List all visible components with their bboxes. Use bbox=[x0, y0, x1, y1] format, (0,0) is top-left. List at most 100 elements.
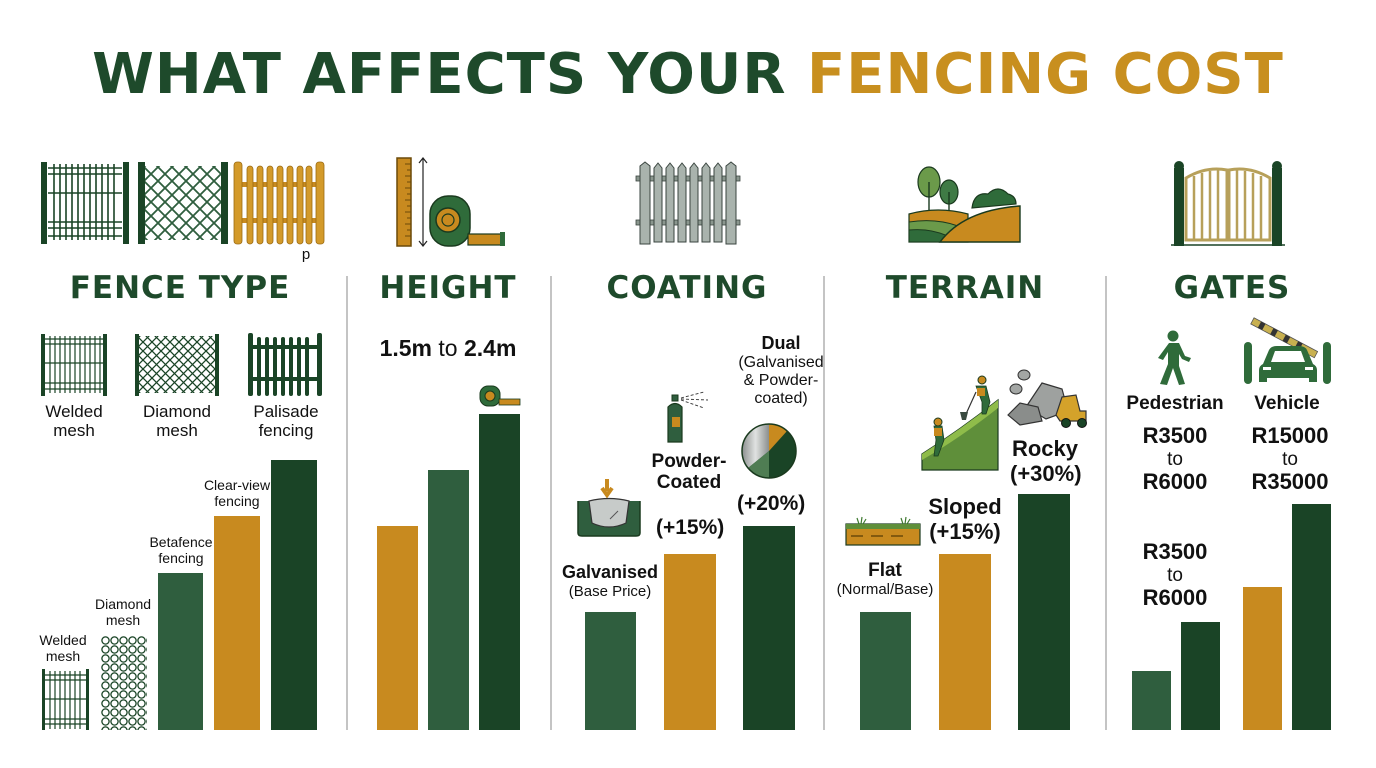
coating-note: (Galvanised bbox=[738, 353, 824, 371]
range-word: to bbox=[1167, 448, 1183, 470]
price-to: R6000 bbox=[1142, 468, 1208, 494]
diamond-mesh-fence-icon bbox=[138, 162, 228, 244]
title-part-green: WHAT AFFECTS YOUR bbox=[92, 42, 807, 107]
page-title: WHAT AFFECTS YOUR FENCING COST bbox=[0, 40, 1376, 110]
price-to: R6000 bbox=[1142, 584, 1208, 610]
welded-mesh-bar bbox=[42, 669, 89, 730]
terrain-note: (+15%) bbox=[929, 518, 1001, 544]
label-line: Welded bbox=[39, 632, 87, 648]
price-from: R3500 bbox=[1142, 539, 1208, 564]
section-divider bbox=[550, 276, 552, 730]
price-from: R3500 bbox=[1142, 423, 1208, 448]
gates-bar-vehicle-high bbox=[1292, 504, 1331, 730]
terrain-name: Sloped bbox=[928, 494, 1002, 519]
pct-powder: (+15%) bbox=[656, 516, 725, 539]
label-dual: Dual (Galvanised & Powder- coated) bbox=[734, 333, 828, 408]
coating-name: Powder- bbox=[651, 451, 727, 472]
coating-note: coated) bbox=[754, 389, 808, 407]
dual-coating-pie-icon bbox=[741, 423, 797, 479]
height-max: 2.4m bbox=[463, 335, 517, 361]
height-min: 1.5m bbox=[379, 335, 433, 361]
label-pedestrian: Pedestrian bbox=[1126, 393, 1224, 414]
label-line: mesh bbox=[53, 421, 95, 441]
pedestrian-icon bbox=[1158, 330, 1191, 385]
slope-workers-icon bbox=[921, 375, 999, 471]
label-line: mesh bbox=[105, 611, 141, 628]
bar-label-clearview: Clear-view fencing bbox=[200, 477, 274, 509]
height-bar-1-5m bbox=[377, 526, 418, 730]
label-line: mesh bbox=[156, 421, 198, 441]
price-to: R35000 bbox=[1251, 468, 1329, 494]
section-divider bbox=[1105, 276, 1107, 730]
coating-name: Coated bbox=[656, 472, 722, 494]
bar-label-betafence: Betafence fencing bbox=[145, 534, 217, 566]
bar-price-range: R3500 to R6000 bbox=[1125, 539, 1225, 611]
terrain-note: (Normal/Base) bbox=[836, 581, 934, 599]
height-bar-2-4m bbox=[479, 414, 520, 730]
label-line: Diamond bbox=[94, 596, 152, 612]
clearview-bar bbox=[214, 516, 260, 730]
icon-caption: p bbox=[301, 246, 311, 263]
coating-bar-dual bbox=[743, 526, 795, 730]
galvanising-bath-icon bbox=[577, 479, 641, 537]
terrain-name: Flat bbox=[868, 560, 902, 581]
label-sloped: Sloped (+15%) bbox=[928, 494, 1002, 544]
section-heading-fence-type: FENCE TYPE bbox=[69, 270, 291, 306]
rocks-loader-icon bbox=[1007, 369, 1087, 428]
diamond-mesh-bar bbox=[101, 636, 147, 730]
price-from: R15000 bbox=[1251, 423, 1329, 448]
label-line: Palisade bbox=[253, 402, 319, 421]
label-line: fencing bbox=[158, 549, 204, 566]
range-word: to bbox=[1282, 448, 1298, 470]
label-vehicle: Vehicle bbox=[1254, 393, 1320, 414]
label-line: Diamond bbox=[142, 402, 212, 421]
tape-measure-small-icon bbox=[479, 385, 521, 407]
coating-name: Dual bbox=[761, 333, 801, 353]
bar-label-welded: Welded mesh bbox=[33, 632, 93, 664]
range-word: to bbox=[1167, 564, 1183, 586]
landscape-icon bbox=[908, 166, 1021, 243]
height-bar-mid bbox=[428, 470, 469, 730]
label-powder-coated: Powder- Coated bbox=[646, 451, 732, 494]
label-line: Clear-view bbox=[203, 477, 271, 493]
terrain-bar-rocky bbox=[1018, 494, 1070, 730]
title-part-gold: FENCING COST bbox=[806, 42, 1284, 107]
palisade-bar bbox=[271, 460, 317, 730]
section-heading-terrain: TERRAIN bbox=[885, 270, 1045, 306]
label-rocky: Rocky (+30%) bbox=[1010, 436, 1082, 486]
section-divider bbox=[346, 276, 348, 730]
gates-bar-pedestrian-low bbox=[1132, 671, 1171, 730]
picket-fence-icon bbox=[635, 161, 741, 245]
gates-bar-vehicle-low bbox=[1243, 587, 1282, 730]
flat-ground-icon bbox=[845, 516, 921, 546]
pct-dual: (+20%) bbox=[737, 492, 806, 515]
coating-note: & Powder- bbox=[743, 371, 819, 389]
palisade-example-icon bbox=[248, 333, 322, 396]
height-range: 1.5m to 2.4m bbox=[352, 335, 544, 362]
label-line: fencing bbox=[214, 492, 260, 509]
label-flat: Flat (Normal/Base) bbox=[830, 560, 940, 599]
betafence-bar bbox=[158, 573, 203, 730]
terrain-bar-sloped bbox=[939, 554, 991, 730]
ruler-tape-measure-icon bbox=[396, 157, 505, 247]
range-word: to bbox=[438, 335, 458, 361]
welded-mesh-fence-icon bbox=[41, 162, 129, 244]
example-label-welded: Welded mesh bbox=[34, 402, 114, 440]
section-heading-coating: COATING bbox=[606, 270, 768, 306]
welded-mesh-example-icon bbox=[41, 334, 107, 396]
section-divider bbox=[823, 276, 825, 730]
palisade-fence-icon bbox=[233, 161, 325, 245]
label-line: Betafence bbox=[149, 534, 213, 550]
diamond-mesh-example-icon bbox=[135, 334, 219, 396]
terrain-bar-flat bbox=[860, 612, 911, 730]
coating-name: Galvanised bbox=[561, 562, 659, 582]
label-line: Welded bbox=[45, 402, 103, 421]
label-line: fencing bbox=[258, 421, 314, 441]
label-galvanised: Galvanised (Base Price) bbox=[560, 562, 660, 601]
gates-bar-pedestrian-high bbox=[1181, 622, 1220, 730]
coating-bar-galvanised bbox=[585, 612, 636, 730]
spray-can-icon bbox=[667, 391, 709, 443]
section-heading-gates: GATES bbox=[1173, 270, 1291, 306]
pedestrian-price-range: R3500 to R6000 bbox=[1125, 423, 1225, 495]
example-label-palisade: Palisade fencing bbox=[244, 402, 328, 440]
